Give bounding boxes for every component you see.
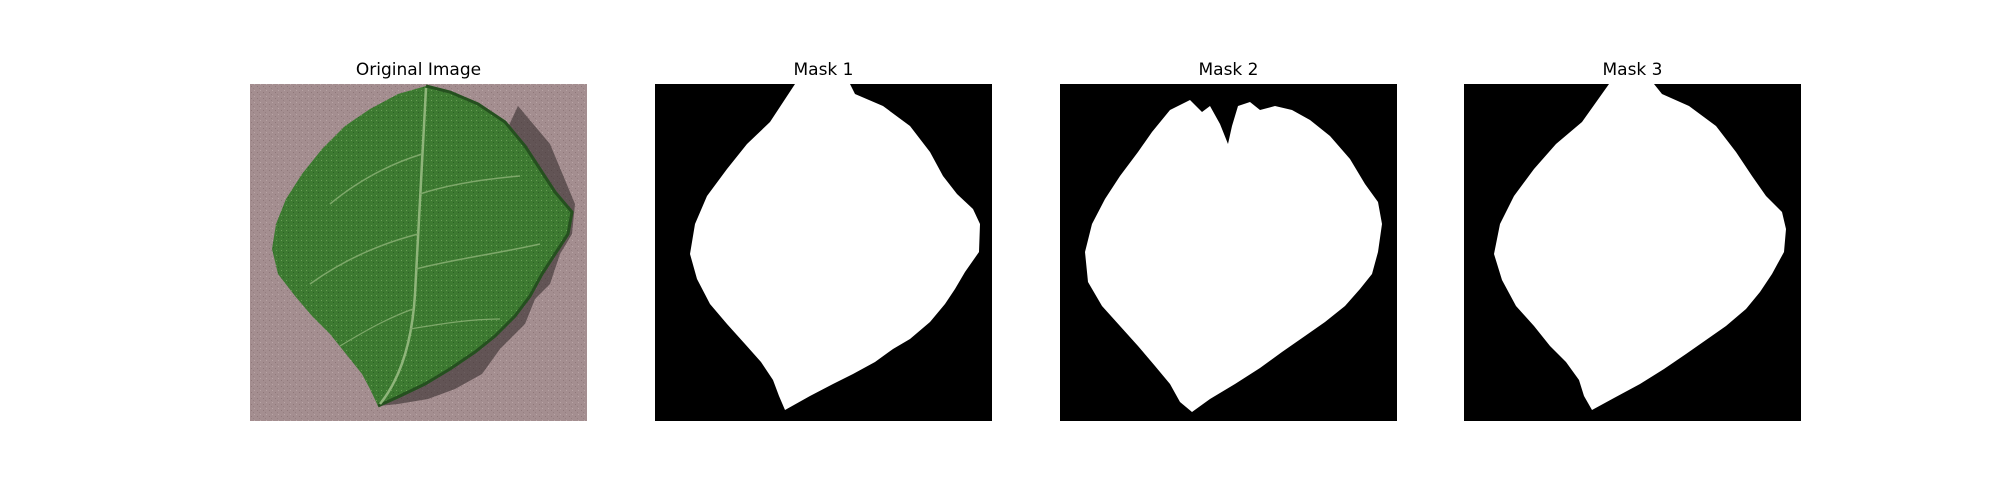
mask-2-image: [1060, 84, 1397, 421]
original-leaf-photo: [250, 84, 587, 421]
panel-mask-3: Mask 3: [1464, 58, 1801, 421]
panel-mask-1: Mask 1: [655, 58, 992, 421]
leaf-mask-silhouette-icon: [1464, 84, 1801, 421]
leaf-photo-icon: [250, 84, 587, 421]
panel-mask-2: Mask 2: [1060, 58, 1397, 421]
panel-title: Mask 3: [1602, 60, 1663, 80]
panel-original-image: Original Image: [250, 58, 587, 421]
leaf-mask-silhouette-icon: [1060, 84, 1397, 421]
panel-title: Mask 1: [793, 60, 854, 80]
panel-title: Mask 2: [1198, 60, 1259, 80]
mask-1-image: [655, 84, 992, 421]
leaf-mask-silhouette-icon: [655, 84, 992, 421]
mask-3-image: [1464, 84, 1801, 421]
panel-title: Original Image: [355, 60, 482, 80]
